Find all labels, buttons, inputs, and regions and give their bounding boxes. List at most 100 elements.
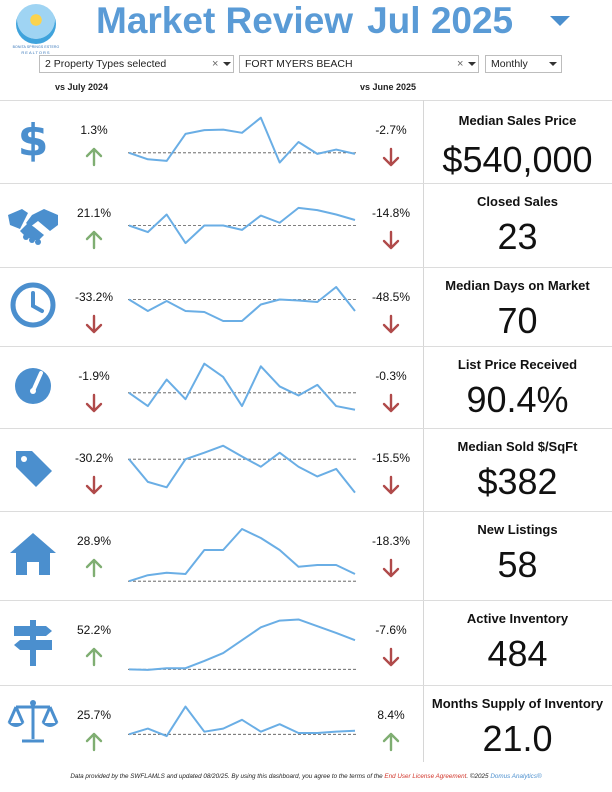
mom-column-header: vs June 2025: [360, 82, 417, 92]
mom-change: -7.6%: [375, 623, 407, 637]
trend-sparkline: [128, 705, 356, 738]
trend-line: [128, 528, 356, 583]
area-value: FORT MYERS BEACH: [245, 58, 353, 70]
page-title: Market Review Jul 2025: [96, 0, 513, 42]
house-icon: [6, 529, 60, 579]
brand-link[interactable]: Domus Analytics®: [490, 773, 542, 780]
metric-value: 484: [487, 633, 548, 674]
arrow-down-icon: [84, 475, 104, 495]
logo-line2: REALTORS: [21, 50, 51, 55]
metric-value: 23: [497, 216, 538, 257]
area-select[interactable]: FORT MYERS BEACH ×: [239, 55, 479, 73]
metric-row: -33.2% -48.5% Median Days on Market 70: [0, 268, 612, 346]
footer-text: Data provided by the SWFLAMLS and update…: [70, 773, 385, 780]
trend-sparkline: [128, 116, 356, 164]
arrow-down-icon: [84, 393, 104, 413]
arrow-down-icon: [381, 558, 401, 578]
brand-logo: BONITA SPRINGS ESTERO REALTORS: [6, 4, 66, 56]
divider: [0, 267, 612, 268]
arrow-down-icon: [381, 230, 401, 250]
arrow-down-icon: [381, 393, 401, 413]
divider: [0, 428, 612, 429]
metric-row: 28.9% -18.3% New Listings 58: [0, 512, 612, 600]
trend-sparkline: [128, 362, 356, 411]
page-title-main: Market Review: [96, 0, 354, 41]
clear-property-types-icon[interactable]: ×: [212, 58, 219, 70]
metric-row: $1.3% -2.7% Median Sales Price $540,000: [0, 101, 612, 183]
divider: [0, 511, 612, 512]
property-types-value: 2 Property Types selected: [45, 58, 167, 70]
metric-value: 21.0: [482, 718, 553, 759]
mom-change: -48.5%: [371, 290, 411, 304]
mom-change: -14.8%: [371, 206, 411, 220]
scale-icon: [6, 695, 60, 745]
period-value: Monthly: [491, 58, 528, 70]
arrow-up-icon: [84, 558, 104, 578]
trend-line: [128, 116, 356, 164]
mom-change: 8.4%: [377, 708, 405, 722]
divider: [0, 600, 612, 601]
footer-disclaimer: Data provided by the SWFLAMLS and update…: [0, 773, 612, 780]
yoy-change: 21.1%: [76, 206, 112, 220]
trend-line: [128, 705, 356, 738]
yoy-change: 25.7%: [76, 708, 112, 722]
trend-line: [128, 618, 356, 671]
metric-row: 25.7% 8.4% Months Supply of Inventory 21.0: [0, 686, 612, 759]
tag-icon: [6, 443, 60, 493]
metric-title: Median Sold $/SqFt: [457, 439, 578, 454]
yoy-change: -30.2%: [74, 451, 114, 465]
metric-title: New Listings: [477, 522, 558, 537]
trend-sparkline: [128, 528, 356, 583]
yoy-change: -1.9%: [78, 369, 110, 383]
arrow-down-icon: [381, 647, 401, 667]
trend-line: [128, 362, 356, 411]
footer-copyright: . ©2025: [466, 773, 491, 780]
divider: [0, 685, 612, 686]
arrow-up-icon: [84, 230, 104, 250]
trend-sparkline: [128, 286, 356, 322]
chevron-down-icon[interactable]: [468, 62, 476, 66]
gauge-icon: [6, 361, 60, 411]
metric-value: 70: [497, 300, 538, 341]
mom-change: -15.5%: [371, 451, 411, 465]
caret-down-icon[interactable]: [550, 16, 570, 26]
metric-title: List Price Received: [457, 357, 578, 372]
metric-row: -30.2% -15.5% Median Sold $/SqFt $382: [0, 429, 612, 511]
metric-title: Closed Sales: [477, 194, 558, 209]
property-types-select[interactable]: 2 Property Types selected ×: [39, 55, 234, 73]
clear-area-icon[interactable]: ×: [457, 58, 464, 70]
yoy-change: 28.9%: [76, 534, 112, 548]
metric-row: 52.2% -7.6% Active Inventory 484: [0, 601, 612, 685]
logo-sun-icon: [16, 4, 56, 44]
yoy-column-header: vs July 2024: [55, 82, 109, 92]
chevron-down-icon[interactable]: [549, 62, 557, 66]
trend-line: [128, 444, 356, 494]
svg-text:$: $: [18, 115, 49, 165]
arrow-up-icon: [84, 647, 104, 667]
trend-sparkline: [128, 444, 356, 494]
divider: [0, 183, 612, 184]
metric-title: Median Days on Market: [445, 278, 590, 293]
signpost-icon: [6, 616, 60, 666]
eula-link[interactable]: End User License Agreement: [384, 773, 467, 780]
clock-icon: [6, 280, 60, 330]
divider: [0, 100, 612, 101]
metric-value: 58: [497, 544, 538, 585]
yoy-change: -33.2%: [74, 290, 114, 304]
arrow-up-icon: [381, 732, 401, 752]
metric-title: Median Sales Price: [458, 113, 577, 128]
trend-line: [128, 206, 356, 245]
arrow-down-icon: [84, 314, 104, 334]
metric-value: 90.4%: [466, 379, 569, 420]
trend-sparkline: [128, 206, 356, 245]
trend-line: [128, 286, 356, 322]
divider: [0, 346, 612, 347]
period-select[interactable]: Monthly: [485, 55, 562, 73]
dollar-icon: $: [6, 115, 60, 166]
arrow-down-icon: [381, 147, 401, 167]
mom-change: -0.3%: [375, 369, 407, 383]
page-title-period: Jul 2025: [367, 0, 514, 41]
metric-value: $382: [477, 461, 558, 502]
chevron-down-icon[interactable]: [223, 62, 231, 66]
arrow-down-icon: [381, 314, 401, 334]
